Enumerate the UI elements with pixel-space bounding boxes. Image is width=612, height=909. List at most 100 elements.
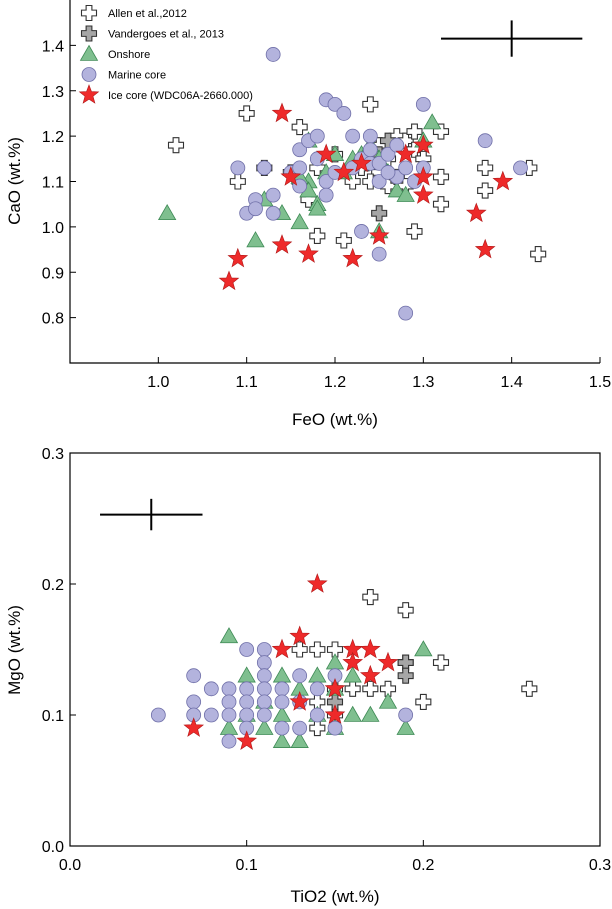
onshore-point	[308, 666, 327, 683]
legend: Allen et al.,2012 Vandergoes et al., 2013…	[78, 4, 253, 104]
ice-point	[359, 638, 381, 659]
y-tick-label: 1.4	[42, 38, 64, 55]
onshore-point	[325, 653, 345, 670]
ice-point	[342, 651, 364, 672]
marine-point	[256, 668, 272, 684]
marine-point	[256, 655, 272, 670]
x-tick-label: 0.1	[236, 857, 258, 874]
ice-point	[395, 143, 417, 164]
marine-point	[274, 681, 290, 697]
marine-point	[354, 224, 369, 239]
legend-label: Allen et al.,2012	[108, 8, 187, 20]
marine-point	[203, 681, 219, 697]
circle-icon	[81, 67, 97, 82]
marine-point	[221, 733, 237, 749]
ice-point	[236, 730, 258, 750]
panel1-ticks: 1.0 1.1 1.2 1.3 1.4 1.5 0.8 0.9 1.0 1.1 1.2 1.3 1.4	[42, 38, 611, 391]
onshore-point	[255, 718, 274, 735]
allen-point	[379, 680, 397, 697]
panel2-frame	[69, 452, 601, 847]
allen-point	[432, 654, 450, 671]
marine-point	[221, 694, 237, 710]
y-tick-label: 1.1	[42, 175, 64, 192]
onshore-point	[219, 627, 239, 644]
marine-point	[265, 47, 281, 62]
y-tick-label: 1.0	[42, 220, 64, 237]
marine-point	[186, 668, 202, 684]
y-tick-label: 1.2	[42, 129, 64, 146]
ice-point	[333, 161, 355, 182]
onshore-point	[396, 185, 415, 202]
panel2-error-bar	[100, 498, 203, 531]
x-tick-label: 1.0	[147, 374, 169, 391]
ice-point	[289, 691, 311, 711]
marine-point	[327, 96, 343, 112]
legend-label: Marine core	[108, 70, 166, 82]
allen-point	[291, 119, 308, 136]
marine-point	[371, 174, 387, 189]
cross-icon	[80, 4, 98, 22]
ice-point	[342, 247, 364, 268]
allen-point	[326, 641, 344, 658]
marine-point	[380, 146, 396, 162]
marine-point	[292, 142, 308, 158]
marine-point	[292, 720, 308, 736]
x-tick-label: 1.5	[589, 374, 611, 391]
ice-point	[492, 170, 514, 191]
onshore-point	[343, 666, 362, 683]
marine-point	[265, 187, 281, 203]
marine-point	[309, 128, 325, 144]
ice-point	[412, 166, 434, 186]
allen-point	[335, 232, 352, 249]
marine-point	[203, 707, 219, 723]
panel2-ticks: 0.0 0.1 0.2 0.3 0.0 0.1 0.2 0.3	[42, 446, 611, 874]
marine-point	[318, 187, 334, 203]
ice-point	[474, 238, 496, 259]
onshore-point	[157, 203, 177, 221]
marine-point	[327, 720, 343, 736]
marine-point	[345, 128, 361, 144]
marine-point	[380, 165, 396, 180]
panel1-error-bar	[441, 20, 583, 57]
vandergoes-point	[371, 205, 388, 222]
x-tick-label: 0.0	[59, 857, 81, 874]
onshore-point	[308, 199, 327, 216]
panel1-y-axis-title: CaO (wt.%)	[5, 137, 24, 225]
x-tick-label: 0.2	[412, 857, 434, 874]
allen-point	[344, 680, 361, 697]
allen-point	[167, 137, 185, 154]
allen-point	[406, 223, 423, 240]
allen-point	[362, 589, 379, 606]
marine-point	[292, 668, 308, 684]
marine-point	[362, 128, 378, 144]
marine-point	[256, 707, 272, 723]
allen-point	[291, 641, 308, 658]
ice-point	[271, 102, 293, 123]
allen-point	[309, 227, 326, 244]
marine-point	[248, 201, 263, 217]
ice-point	[351, 152, 372, 173]
marine-point	[292, 160, 308, 176]
star-icon	[78, 84, 100, 104]
ice-point	[298, 243, 319, 263]
onshore-point	[387, 181, 407, 198]
onshore-point	[361, 705, 380, 722]
onshore-point	[272, 731, 292, 748]
marine-point	[221, 681, 237, 697]
ice-point	[368, 225, 390, 245]
ice-point	[412, 184, 434, 204]
panel2-y-axis-title: MgO (wt.%)	[5, 605, 24, 695]
tio2-mgo-panel: TiO2 (wt.%) MgO (wt.%) 0.0 0.1 0.2 0.30.00.…	[5, 446, 611, 906]
onshore-point	[290, 731, 309, 748]
marine-point	[398, 160, 414, 176]
allen-point	[432, 168, 450, 186]
marine-point	[371, 246, 387, 262]
marine-point	[389, 137, 405, 153]
cross-icon	[80, 25, 98, 42]
marine-point	[362, 142, 378, 158]
marine-point	[150, 707, 166, 723]
ice-point	[324, 677, 346, 698]
vandergoes-point	[326, 693, 344, 710]
marine-point	[239, 694, 255, 710]
allen-point	[477, 159, 494, 176]
